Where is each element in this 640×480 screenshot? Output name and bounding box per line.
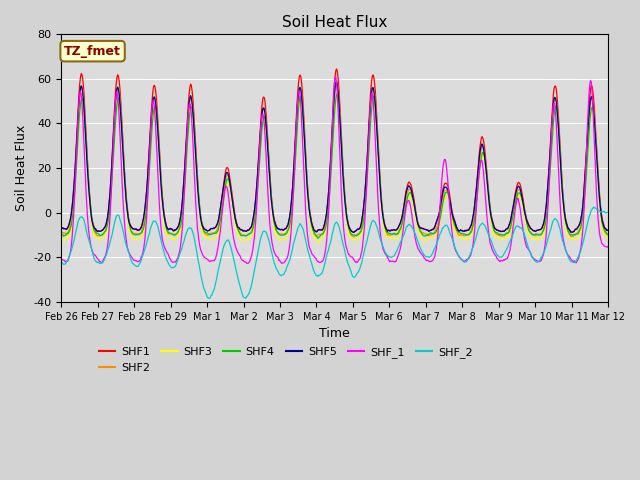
- SHF1: [419, 226, 426, 231]
- SHF4: [419, 232, 426, 238]
- SHF5: [208, 226, 216, 231]
- SHF2: [333, 79, 340, 84]
- SHF5: [124, 210, 131, 216]
- Line: SHF2: SHF2: [61, 82, 608, 237]
- SHF4: [403, 199, 410, 205]
- SHF5: [179, 190, 187, 195]
- SHF_2: [67, 248, 75, 253]
- SHF_1: [419, 252, 426, 258]
- SHF4: [67, 222, 75, 228]
- SHF4: [58, 232, 65, 238]
- SHF_1: [332, 74, 340, 80]
- SHF2: [604, 231, 612, 237]
- Y-axis label: Soil Heat Flux: Soil Heat Flux: [15, 125, 28, 211]
- SHF_2: [209, 289, 216, 295]
- SHF3: [604, 236, 612, 241]
- X-axis label: Time: Time: [319, 327, 350, 340]
- SHF_1: [604, 243, 612, 249]
- Line: SHF1: SHF1: [61, 69, 608, 232]
- SHF3: [67, 226, 75, 231]
- Line: SHF_1: SHF_1: [61, 77, 608, 264]
- SHF3: [314, 240, 321, 245]
- SHF4: [124, 210, 131, 216]
- SHF_2: [604, 210, 612, 216]
- Line: SHF5: SHF5: [61, 82, 608, 232]
- SHF2: [419, 230, 426, 236]
- SHF5: [403, 188, 410, 194]
- SHF5: [67, 211, 75, 216]
- SHF5: [604, 227, 612, 233]
- SHF2: [349, 234, 357, 240]
- SHF1: [67, 211, 75, 216]
- SHF4: [333, 91, 341, 96]
- SHF1: [403, 186, 410, 192]
- SHF_1: [124, 245, 131, 251]
- SHF1: [124, 207, 131, 213]
- SHF_2: [589, 204, 597, 210]
- SHF1: [179, 189, 187, 195]
- SHF_2: [206, 296, 214, 301]
- SHF1: [58, 226, 65, 231]
- SHF3: [333, 93, 340, 98]
- Legend: SHF1, SHF2, SHF3, SHF4, SHF5, SHF_1, SHF_2: SHF1, SHF2, SHF3, SHF4, SHF5, SHF_1, SHF…: [94, 343, 477, 377]
- SHF2: [124, 211, 131, 217]
- SHF_1: [208, 258, 216, 264]
- SHF1: [604, 227, 612, 233]
- SHF_2: [179, 240, 187, 246]
- SHF_2: [418, 248, 426, 254]
- SHF_1: [403, 202, 410, 207]
- SHF3: [419, 236, 426, 242]
- SHF_1: [67, 243, 75, 249]
- Line: SHF_2: SHF_2: [61, 207, 608, 299]
- SHF1: [333, 66, 340, 72]
- SHF5: [333, 79, 340, 85]
- Line: SHF3: SHF3: [61, 96, 608, 242]
- SHF_2: [58, 260, 65, 265]
- SHF4: [179, 205, 187, 211]
- SHF3: [179, 207, 187, 213]
- SHF_1: [244, 261, 252, 266]
- SHF4: [314, 235, 321, 241]
- SHF5: [349, 229, 357, 235]
- SHF1: [208, 226, 216, 231]
- SHF2: [179, 198, 187, 204]
- SHF3: [403, 202, 410, 207]
- SHF2: [58, 230, 65, 236]
- SHF_1: [179, 215, 187, 220]
- SHF_2: [402, 226, 410, 232]
- SHF1: [349, 229, 357, 235]
- Text: TZ_fmet: TZ_fmet: [64, 45, 121, 58]
- SHF_2: [124, 246, 131, 252]
- SHF2: [403, 193, 410, 199]
- SHF5: [419, 226, 426, 232]
- SHF4: [208, 231, 216, 237]
- Line: SHF4: SHF4: [61, 94, 608, 238]
- SHF5: [58, 226, 65, 231]
- SHF3: [124, 216, 131, 221]
- SHF3: [58, 236, 65, 242]
- SHF2: [67, 217, 75, 223]
- SHF2: [208, 230, 216, 236]
- Title: Soil Heat Flux: Soil Heat Flux: [282, 15, 387, 30]
- SHF3: [208, 236, 216, 241]
- SHF_1: [58, 256, 65, 262]
- SHF4: [604, 231, 612, 237]
